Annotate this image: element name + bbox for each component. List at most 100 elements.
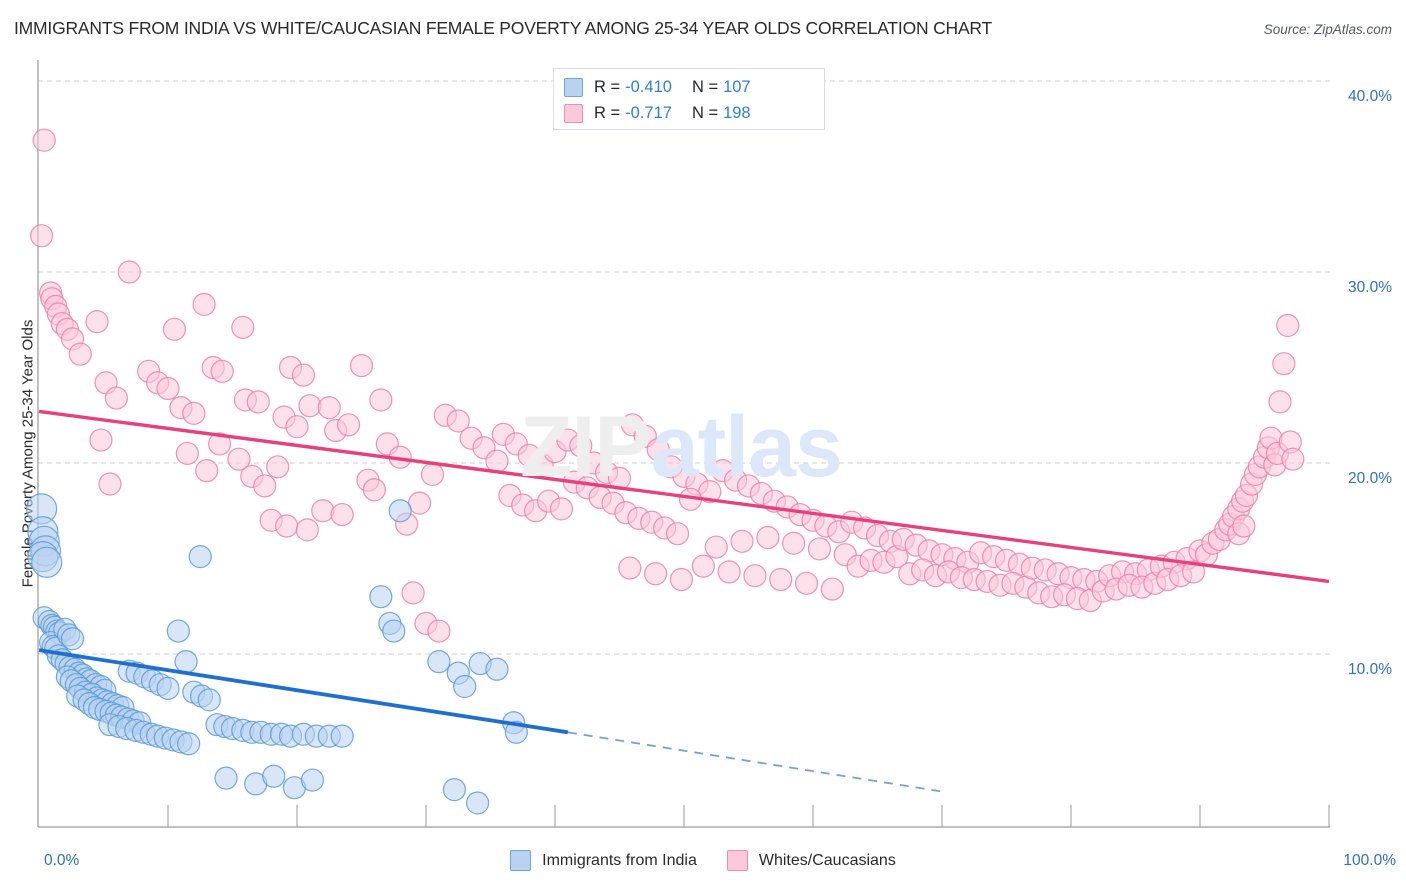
data-point	[427, 619, 451, 643]
scatter-svg	[25, 60, 1330, 828]
data-point	[644, 562, 668, 586]
data-point	[1268, 390, 1292, 414]
data-point	[420, 462, 445, 487]
data-point	[756, 525, 780, 550]
stats-row-whites: R = -0.717 N = 198	[564, 100, 814, 126]
data-point	[1281, 447, 1305, 471]
data-point	[214, 766, 238, 790]
data-point	[89, 428, 113, 452]
data-point	[717, 560, 741, 584]
y-tick-label-10: 10.0%	[1348, 661, 1392, 678]
data-point	[192, 292, 216, 317]
data-point	[618, 556, 642, 580]
data-point	[485, 449, 509, 473]
data-point	[85, 310, 109, 334]
data-point	[156, 676, 180, 700]
x-axis-min-label: 0.0%	[44, 852, 80, 869]
data-point	[262, 764, 286, 788]
data-point	[401, 581, 425, 605]
series-immigrants-from-india	[25, 493, 528, 815]
stats-row-india: R = -0.410 N = 107	[564, 74, 814, 100]
source-attribution: Source: ZipAtlas.com	[1263, 22, 1392, 37]
data-point	[730, 529, 754, 553]
data-point	[769, 567, 793, 592]
y-tick-label-20: 20.0%	[1348, 470, 1392, 487]
data-point	[362, 478, 386, 502]
legend-label-whites-caucasians: Whites/Caucasians	[758, 851, 896, 869]
data-point	[231, 315, 255, 339]
data-point	[669, 567, 694, 592]
data-point	[31, 546, 63, 578]
y-tick-label-30: 30.0%	[1348, 279, 1392, 296]
data-point	[407, 491, 432, 515]
data-point	[330, 724, 354, 748]
trendline-immigrants-from-india	[38, 648, 569, 735]
legend-swatch-pink-icon	[726, 850, 748, 871]
data-point	[317, 396, 341, 420]
data-point	[188, 544, 212, 569]
data-point	[646, 438, 670, 462]
data-point	[291, 363, 316, 387]
data-point	[1276, 313, 1300, 338]
y-axis-title: Female Poverty Among 25-34 Year Olds	[19, 319, 37, 588]
swatch-blue-icon	[564, 77, 583, 97]
data-point	[175, 441, 199, 466]
data-point	[68, 342, 92, 366]
data-point	[691, 554, 715, 578]
data-point	[197, 688, 221, 712]
data-point	[820, 577, 844, 601]
data-point	[665, 522, 690, 546]
data-point	[466, 791, 490, 815]
data-point	[442, 778, 466, 802]
data-point	[29, 224, 54, 248]
n-label-pink: N =	[691, 103, 719, 122]
data-point	[446, 409, 470, 433]
data-point	[177, 732, 201, 756]
n-label-blue: N =	[691, 77, 719, 96]
data-point	[1272, 352, 1296, 376]
data-point	[117, 260, 141, 284]
data-point	[98, 472, 122, 496]
swatch-pink-icon	[564, 103, 583, 123]
data-point	[300, 768, 325, 792]
series-legend: Immigrants from India Whites/Caucasians	[0, 850, 1406, 871]
series-whites-caucasians	[29, 128, 1305, 643]
data-point	[337, 413, 361, 437]
data-point	[285, 415, 309, 439]
data-point	[60, 627, 85, 651]
x-axis-max-label: 100.0%	[1343, 852, 1396, 869]
data-point	[349, 353, 374, 378]
data-point	[227, 447, 251, 471]
data-point	[369, 585, 393, 609]
data-point	[246, 390, 270, 414]
data-point	[382, 619, 406, 643]
data-point	[311, 499, 335, 523]
data-point	[549, 497, 574, 521]
page-title: IMMIGRANTS FROM INDIA VS WHITE/CAUCASIAN…	[14, 18, 993, 38]
data-point	[782, 531, 806, 555]
legend-swatch-blue-icon	[510, 850, 532, 871]
legend-item-immigrants-from-india[interactable]: Immigrants from India	[510, 850, 697, 871]
data-point	[569, 434, 593, 458]
data-point	[453, 674, 477, 699]
data-point	[32, 128, 56, 152]
r-label-blue: R =	[594, 77, 621, 96]
data-point	[156, 376, 180, 401]
data-point	[174, 650, 198, 674]
legend-item-whites-caucasians[interactable]: Whites/Caucasians	[726, 850, 896, 871]
n-value-pink: 198	[723, 103, 751, 122]
y-tick-label-40: 40.0%	[1348, 88, 1392, 105]
data-point	[266, 455, 290, 479]
r-value-blue: -0.410	[625, 77, 672, 96]
trendline-whites-caucasians	[38, 409, 1330, 584]
data-point	[388, 499, 412, 523]
data-point	[794, 571, 819, 595]
r-value-pink: -0.717	[625, 103, 672, 122]
data-point	[195, 459, 219, 483]
data-point	[275, 514, 299, 538]
data-point	[704, 535, 728, 559]
correlation-stats-box: R = -0.410 N = 107 R = -0.717 N = 198	[553, 68, 825, 130]
data-point	[485, 657, 509, 681]
data-point	[104, 386, 129, 410]
r-label-pink: R =	[594, 103, 621, 122]
